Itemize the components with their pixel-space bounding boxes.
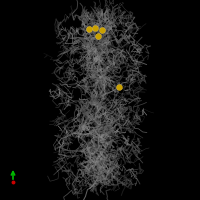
Point <box>100 28 104 31</box>
Point <box>93 27 97 30</box>
Point <box>87 27 91 31</box>
Point <box>96 34 99 38</box>
Point <box>117 85 121 89</box>
